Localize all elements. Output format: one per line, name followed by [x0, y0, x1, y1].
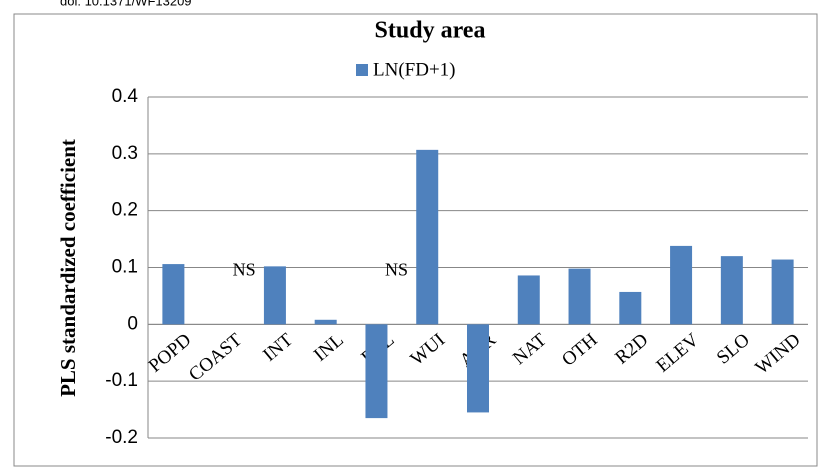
bar — [771, 259, 794, 325]
bar — [568, 268, 591, 325]
bar — [517, 275, 540, 325]
annotation: NS — [233, 259, 256, 279]
y-tick-label: -0.2 — [105, 427, 138, 448]
bar — [619, 291, 642, 325]
bar — [467, 324, 489, 413]
y-tick-label: -0.1 — [105, 370, 138, 391]
bar — [416, 149, 439, 325]
legend-label: LN(FD+1) — [373, 59, 456, 80]
legend-swatch — [356, 64, 368, 76]
bar — [314, 319, 337, 325]
bar — [720, 256, 743, 325]
source-note: doi: 10.1371/WF13209 — [60, 0, 192, 8]
y-tick-label: 0.2 — [112, 200, 138, 221]
bar — [162, 264, 185, 325]
y-tick-label: 0.3 — [112, 143, 138, 164]
annotation: NS — [385, 259, 408, 279]
bar — [365, 324, 388, 419]
chart-frame — [13, 13, 818, 467]
y-tick-label: 0.4 — [112, 86, 139, 107]
y-axis-label: PLS standardized coefficient — [56, 139, 80, 397]
bar — [263, 266, 286, 325]
y-tick-label: 0.1 — [112, 257, 138, 278]
chart-title: Study area — [375, 18, 486, 44]
y-tick-label: 0 — [127, 313, 138, 334]
bar — [670, 245, 693, 325]
